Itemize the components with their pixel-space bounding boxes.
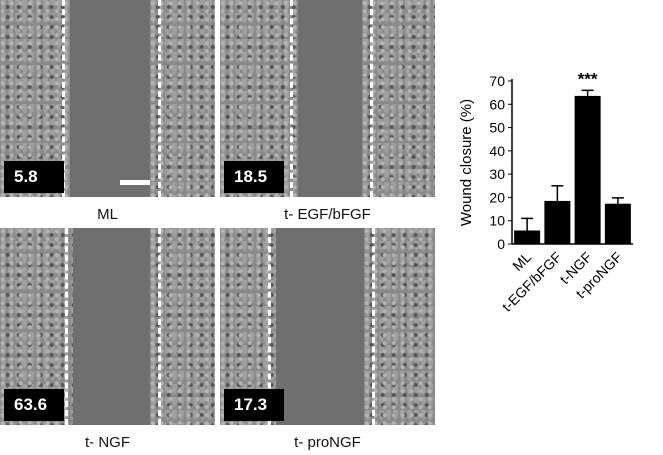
x-tick-label: t-NGF [556,249,594,287]
bar [604,203,631,244]
x-tick-label: ML [509,249,534,274]
bar [544,200,571,244]
closure-value: 63.6 [4,389,64,421]
wound-edge-line [158,0,161,197]
panel-label: t- EGF/bFGF [284,206,371,223]
significance-marker: *** [578,69,598,88]
closure-value: 5.8 [4,161,64,193]
wound-edge-line [158,228,161,425]
bar [514,230,541,244]
wound-edge-line [62,0,65,197]
y-tick-label: 40 [489,143,505,159]
wound-edge-line [370,0,373,197]
panel-label: t- NGF [85,434,130,451]
y-tick-label: 10 [489,213,505,229]
panel-label: t- proNGF [294,434,361,451]
y-axis-label: Wound closure (%) [458,99,475,226]
panel-label: ML [97,206,118,223]
microscopy-panel: 18.5 [220,0,435,197]
wound-edge-line [65,228,68,425]
closure-value: 18.5 [224,161,284,193]
y-tick-label: 20 [489,189,505,205]
x-tick-label: t-EGF/bFGF [499,249,565,315]
y-tick-label: 30 [489,166,505,182]
x-tick-label: t-proNGF [572,249,625,302]
y-tick-label: 60 [489,96,505,112]
wound-edge-line [290,0,293,197]
closure-value: 17.3 [224,389,284,421]
bar [574,95,601,244]
microscopy-panel: 17.3 [220,228,435,425]
wound-edge-line [268,228,271,425]
wound-edge-line [372,228,375,425]
y-tick-label: 70 [489,73,505,89]
scale-bar [120,180,150,185]
microscopy-panel: 63.6 [0,228,215,425]
y-tick-label: 0 [497,236,505,252]
microscopy-panel: 5.8 [0,0,215,197]
y-tick-label: 50 [489,120,505,136]
